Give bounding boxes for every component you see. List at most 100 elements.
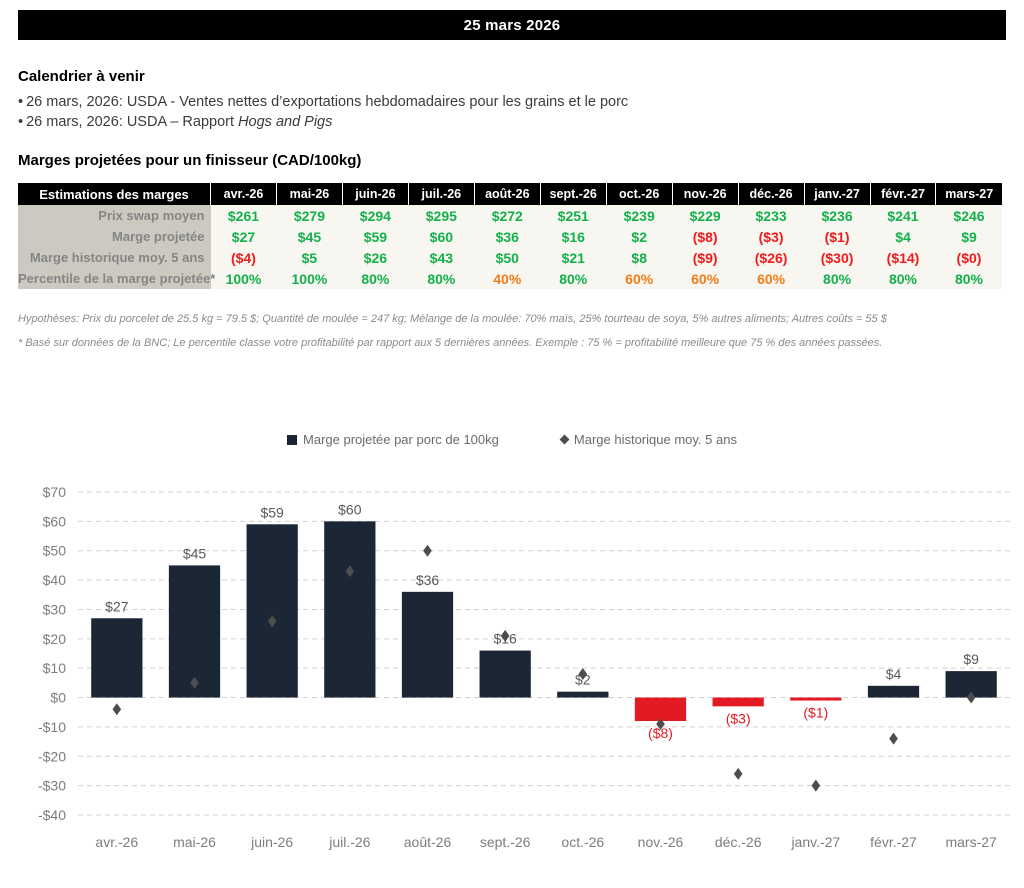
chart-historical-marker[interactable] bbox=[966, 691, 976, 704]
chart-bar[interactable] bbox=[168, 565, 221, 698]
calendar-item-text: 26 mars, 2026: USDA - Ventes nettes d’ex… bbox=[26, 94, 629, 110]
chart-bar[interactable] bbox=[324, 521, 376, 698]
chart-historical-marker[interactable] bbox=[733, 767, 743, 780]
chart-historical-marker[interactable] bbox=[811, 779, 821, 792]
chart-historical-marker[interactable] bbox=[190, 676, 199, 689]
table-cell: $241 bbox=[870, 205, 936, 226]
calendar-list-item: • 26 mars, 2026: USDA – Rapport Hogs and … bbox=[18, 112, 628, 132]
chart-historical-marker[interactable] bbox=[500, 629, 510, 642]
table-cell: 40% bbox=[474, 268, 541, 289]
table-col-header-dec-26: déc.-26 bbox=[737, 183, 805, 205]
chart-svg: $70 $60 $50 $40 $30 $20 $10 $0 -$10 -$20 -$30 -$40 $… bbox=[38, 484, 1010, 850]
chart-bar[interactable] bbox=[867, 685, 920, 698]
table-col-header-juil-26: juil.-26 bbox=[407, 183, 475, 205]
table-cell: 60% bbox=[606, 268, 673, 289]
table-cell: $45 bbox=[276, 226, 343, 247]
legend-item-historical-margin[interactable]: Marge historique moy. 5 ans bbox=[559, 432, 737, 447]
table-cell: $294 bbox=[342, 205, 409, 226]
table-cell: $16 bbox=[540, 226, 607, 247]
chart-historical-marker[interactable] bbox=[423, 544, 432, 557]
y-axis-tick-label: $0 bbox=[50, 690, 66, 706]
table-cell: $279 bbox=[276, 205, 343, 226]
x-axis-tick-label: juin-26 bbox=[250, 834, 293, 850]
chart-bar-value-label: $9 bbox=[963, 651, 979, 667]
chart-bar[interactable] bbox=[246, 524, 298, 698]
calendar-item-text: 26 mars, 2026: USDA – Rapport bbox=[26, 114, 239, 130]
chart-bar[interactable] bbox=[91, 618, 143, 698]
y-axis-tick-label: $30 bbox=[43, 601, 67, 617]
table-col-header-oct-26: oct.-26 bbox=[605, 183, 673, 205]
table-cell: ($0) bbox=[935, 247, 1002, 268]
table-cell: 100% bbox=[210, 268, 277, 289]
table-cell: 80% bbox=[540, 268, 607, 289]
chart-bar-value-label: $36 bbox=[416, 572, 440, 588]
chart-bar[interactable] bbox=[790, 697, 842, 701]
row-label-marge-projetee: Marge projetée bbox=[18, 226, 211, 247]
table-cell: $236 bbox=[804, 205, 871, 226]
x-axis-tick-label: mai-26 bbox=[173, 834, 216, 850]
chart-bar[interactable] bbox=[634, 697, 687, 722]
chart-legend: Marge projetée par porc de 100kg Marge h… bbox=[0, 432, 1024, 447]
y-axis-tick-label: $70 bbox=[43, 484, 67, 500]
chart-bar-value-label: ($8) bbox=[648, 725, 673, 741]
legend-diamond-swatch-icon bbox=[559, 434, 570, 445]
percentile-footnote: * Basé sur données de la BNC; Le percent… bbox=[18, 337, 883, 349]
chart-bar-value-label: $27 bbox=[105, 598, 129, 614]
chart-historical-marker[interactable] bbox=[345, 565, 355, 578]
table-cell: $21 bbox=[540, 247, 607, 268]
table-col-header-fevr-27: févr.-27 bbox=[869, 183, 937, 205]
chart-bar[interactable] bbox=[479, 650, 531, 698]
chart-plot-area: $70 $60 $50 $40 $30 $20 $10 $0 -$10 -$20 -$30 -$40 $… bbox=[0, 470, 1024, 880]
x-axis-tick-label: févr.-27 bbox=[870, 834, 917, 850]
chart-historical-marker[interactable] bbox=[578, 668, 588, 681]
table-cell: $246 bbox=[935, 205, 1002, 226]
table-cell: $261 bbox=[210, 205, 277, 226]
table-cell: ($26) bbox=[738, 247, 805, 268]
chart-bar-value-label: ($3) bbox=[726, 710, 751, 726]
chart-historical-marker[interactable] bbox=[656, 717, 665, 730]
table-cell: $60 bbox=[408, 226, 475, 247]
margins-table: Estimations des marges avr.-26 mai-26 ju… bbox=[18, 183, 1002, 289]
table-body: Prix swap moyen $261 $279 $294 $295 $272… bbox=[18, 205, 1002, 289]
table-cell: 80% bbox=[870, 268, 936, 289]
x-axis-tick-label: janv.-27 bbox=[790, 834, 840, 850]
table-cell: $26 bbox=[342, 247, 409, 268]
y-axis-tick-label: $40 bbox=[43, 572, 67, 588]
legend-item-projected-margin[interactable]: Marge projetée par porc de 100kg bbox=[287, 432, 499, 447]
table-cell: $9 bbox=[935, 226, 1002, 247]
chart-historical-marker[interactable] bbox=[112, 703, 122, 716]
legend-bar-swatch-icon bbox=[287, 434, 298, 445]
legend-label-projected-margin: Marge projetée par porc de 100kg bbox=[303, 432, 499, 447]
table-row: Prix swap moyen $261 $279 $294 $295 $272… bbox=[18, 205, 1002, 226]
table-cell: $295 bbox=[408, 205, 475, 226]
chart-historical-marker[interactable] bbox=[889, 732, 898, 745]
table-col-header-janv-27: janv.-27 bbox=[803, 183, 871, 205]
table-cell: $233 bbox=[738, 205, 805, 226]
x-axis-tick-label: mars-27 bbox=[945, 834, 997, 850]
chart-bar-value-label: $45 bbox=[183, 545, 207, 561]
y-axis-tick-label: $10 bbox=[43, 660, 67, 676]
table-cell: $43 bbox=[408, 247, 475, 268]
table-cell: ($30) bbox=[804, 247, 871, 268]
chart-bar[interactable] bbox=[401, 591, 454, 698]
x-axis-tick-label: déc.-26 bbox=[715, 834, 762, 850]
table-col-header-juin-26: juin-26 bbox=[341, 183, 409, 205]
chart-bar-value-label: $4 bbox=[886, 666, 902, 682]
table-cell: $27 bbox=[210, 226, 277, 247]
bullet-icon: • bbox=[18, 114, 24, 130]
table-col-header-nov-26: nov.-26 bbox=[671, 183, 739, 205]
table-cell: 60% bbox=[738, 268, 805, 289]
table-corner-label: Estimations des marges bbox=[18, 183, 211, 205]
chart-bar[interactable] bbox=[712, 697, 764, 707]
table-col-header-aout-26: août-26 bbox=[473, 183, 541, 205]
table-cell: $50 bbox=[474, 247, 541, 268]
table-cell: 100% bbox=[276, 268, 343, 289]
chart-bar-value-label: ($1) bbox=[803, 705, 828, 721]
x-axis-tick-label: sept.-26 bbox=[480, 834, 531, 850]
calendar-heading: Calendrier à venir bbox=[18, 68, 145, 85]
chart-historical-marker[interactable] bbox=[267, 615, 277, 628]
y-axis-tick-label: -$20 bbox=[38, 748, 66, 764]
row-label-prix-swap-moyen: Prix swap moyen bbox=[18, 205, 211, 226]
y-axis-tick-label: -$30 bbox=[38, 778, 66, 794]
chart-bar[interactable] bbox=[557, 691, 609, 698]
